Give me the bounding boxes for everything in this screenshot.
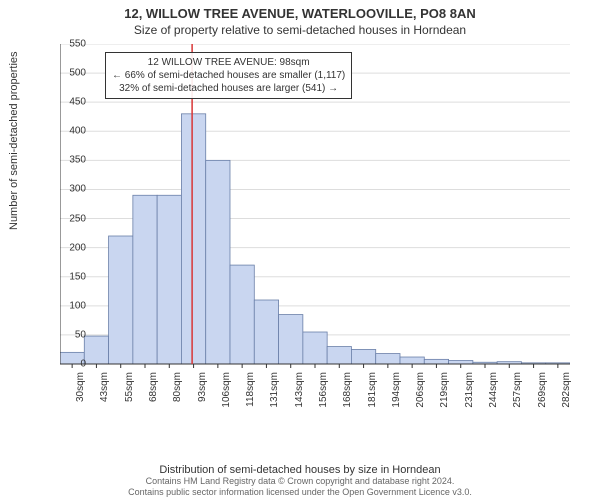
x-tick-label: 55sqm [124, 372, 135, 422]
x-axis-label: Distribution of semi-detached houses by … [0, 464, 600, 476]
y-tick-label: 500 [56, 68, 86, 79]
x-tick-label: 244sqm [488, 372, 499, 422]
y-tick-label: 50 [56, 329, 86, 340]
x-tick-label: 43sqm [99, 372, 110, 422]
x-tick-label: 194sqm [391, 372, 402, 422]
x-tick-label: 156sqm [318, 372, 329, 422]
x-tick-label: 181sqm [367, 372, 378, 422]
x-tick-label: 257sqm [512, 372, 523, 422]
y-tick-label: 200 [56, 242, 86, 253]
footer-attribution: Contains HM Land Registry data © Crown c… [0, 476, 600, 498]
x-tick-label: 231sqm [464, 372, 475, 422]
footer-line1: Contains HM Land Registry data © Crown c… [0, 476, 600, 487]
y-axis-label: Number of semi-detached properties [8, 51, 20, 230]
x-tick-label: 106sqm [221, 372, 232, 422]
y-tick-label: 350 [56, 155, 86, 166]
y-tick-label: 550 [56, 39, 86, 50]
x-tick-label: 68sqm [148, 372, 159, 422]
chart-plot-area: 12 WILLOW TREE AVENUE: 98sqm ← 66% of se… [60, 44, 570, 414]
y-tick-label: 400 [56, 126, 86, 137]
x-tick-label: 93sqm [197, 372, 208, 422]
x-tick-label: 282sqm [561, 372, 572, 422]
x-tick-label: 269sqm [537, 372, 548, 422]
y-tick-label: 150 [56, 271, 86, 282]
chart-container: 12, WILLOW TREE AVENUE, WATERLOOVILLE, P… [0, 0, 600, 500]
y-tick-label: 0 [56, 359, 86, 370]
x-tick-label: 118sqm [245, 372, 256, 422]
x-tick-label: 206sqm [415, 372, 426, 422]
annotation-box: 12 WILLOW TREE AVENUE: 98sqm ← 66% of se… [105, 52, 352, 99]
footer-line2: Contains public sector information licen… [0, 487, 600, 498]
chart-title-sub: Size of property relative to semi-detach… [0, 21, 600, 37]
y-tick-label: 300 [56, 184, 86, 195]
x-tick-label: 143sqm [294, 372, 305, 422]
x-tick-label: 168sqm [342, 372, 353, 422]
x-tick-label: 131sqm [269, 372, 280, 422]
y-tick-label: 450 [56, 97, 86, 108]
chart-title-main: 12, WILLOW TREE AVENUE, WATERLOOVILLE, P… [0, 0, 600, 21]
x-tick-label: 219sqm [439, 372, 450, 422]
y-tick-label: 250 [56, 213, 86, 224]
y-tick-label: 100 [56, 300, 86, 311]
annotation-line3: 32% of semi-detached houses are larger (… [112, 82, 345, 95]
histogram-svg [60, 44, 570, 414]
annotation-line2: ← 66% of semi-detached houses are smalle… [112, 69, 345, 82]
x-tick-label: 30sqm [75, 372, 86, 422]
annotation-line1: 12 WILLOW TREE AVENUE: 98sqm [112, 56, 345, 69]
x-tick-label: 80sqm [172, 372, 183, 422]
